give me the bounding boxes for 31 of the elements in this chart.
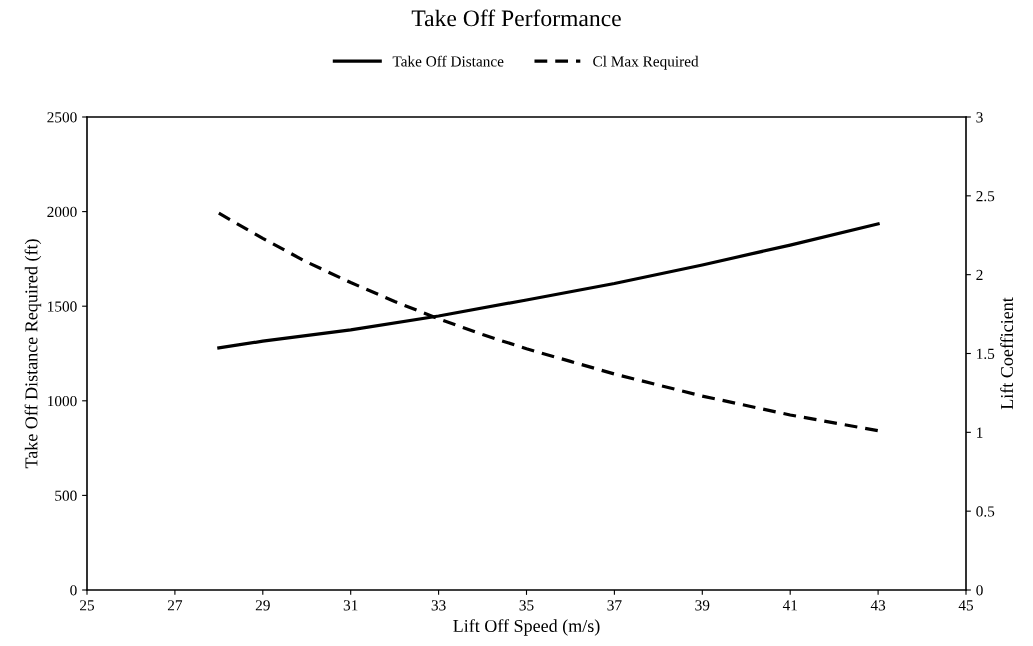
y2-tick-label: 3 xyxy=(976,112,983,123)
y2-tick-label: 1.5 xyxy=(977,348,995,360)
y2-tick-label: 1 xyxy=(977,427,983,438)
x-axis-title: Lift Off Speed (m/s) xyxy=(453,619,600,636)
line-series xyxy=(217,211,880,433)
y-tick-label: 1000 xyxy=(48,395,77,407)
y-axis-title: Take Off Distance Required (ft) xyxy=(24,239,42,469)
legend-label: Take Off Distance xyxy=(392,55,504,67)
x-tick-label: 29 xyxy=(255,600,270,611)
x-tick-label: 27 xyxy=(167,600,183,611)
y-tick-label: 2000 xyxy=(47,206,77,218)
x-tick-label: 43 xyxy=(870,600,886,611)
y-tick-label: 2500 xyxy=(47,112,77,123)
y2-tick-label: 2.5 xyxy=(976,191,995,202)
y2-tick-label: 0.5 xyxy=(976,506,995,517)
y2-axis-title: Lift Coefficient xyxy=(1000,297,1014,410)
x-tick-label: 37 xyxy=(607,600,622,611)
x-tick-label: 41 xyxy=(782,600,797,611)
x-tick-label: 39 xyxy=(695,600,710,611)
x-tick-label: 33 xyxy=(431,600,446,611)
chart-title: Take Off Performance xyxy=(411,9,621,27)
x-tick-label: 35 xyxy=(519,600,534,611)
y-tick-label: 500 xyxy=(55,490,77,501)
x-tick-label: 31 xyxy=(343,600,358,611)
legend-label: Cl Max Required xyxy=(593,55,699,70)
y2-tick-label: 2 xyxy=(976,269,983,280)
x-tick-label: 45 xyxy=(958,600,974,611)
y-tick-label: 1500 xyxy=(48,301,77,312)
y-tick-label: 0 xyxy=(70,585,77,596)
y2-tick-label: 0 xyxy=(976,585,983,596)
x-tick-label: 25 xyxy=(80,600,95,611)
